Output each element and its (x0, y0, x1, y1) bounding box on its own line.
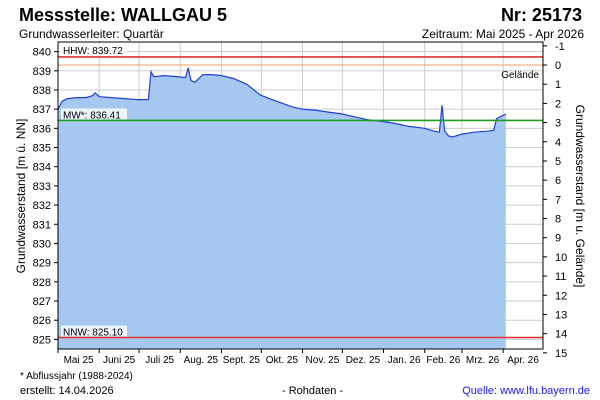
y-tick-label: 827 (33, 296, 51, 308)
x-tick-label: Feb. 26 (426, 355, 460, 366)
x-tick-label: Mrz. 26 (466, 355, 500, 366)
x-tick-label: Nov. 25 (306, 355, 340, 366)
station-number: Nr: 25173 (500, 5, 582, 25)
y-tick-label: 840 (33, 47, 51, 59)
x-tick-label: Dez. 25 (346, 355, 381, 366)
ref-label-gelaende: Gelände (501, 70, 539, 81)
period-label: Zeitraum: Mai 2025 - Apr 2026 (421, 27, 584, 41)
raw-data-note: - Rohdaten - (282, 385, 344, 397)
y-tick-label: 836 (33, 123, 51, 135)
y-tick-label: 837 (33, 104, 51, 116)
y-tick-label: 833 (33, 181, 51, 193)
created-date: erstellt: 14.04.2026 (20, 385, 114, 397)
y2-tick-label: 6 (555, 175, 561, 187)
ref-label-bg-mw (61, 108, 127, 120)
y2-tick-label: 1 (555, 79, 561, 91)
y2-tick-label: 13 (555, 309, 567, 321)
y2-tick-label: 7 (555, 194, 561, 206)
y2-tick-label: 9 (555, 233, 561, 245)
aquifer-label: Grundwasserleiter: Quartär (19, 27, 164, 41)
x-tick-label: Apr. 26 (507, 355, 539, 366)
ref-label-bg-nnw (61, 325, 127, 337)
y-tick-label: 839 (33, 66, 51, 78)
groundwater-line (57, 67, 507, 138)
plot-frame (57, 41, 544, 350)
y-tick-label: 834 (33, 162, 51, 174)
y2-tick-label: 12 (555, 290, 567, 302)
ref-label-hhw: HHW: 839.72 (63, 46, 123, 57)
y2-tick-label: 5 (555, 156, 561, 168)
y-tick-label: 835 (33, 143, 51, 155)
y-axis-label: Grundwasserstand [m ü. NN] (14, 119, 28, 274)
x-tick-label: Juli 25 (145, 355, 174, 366)
y-tick-label: 838 (33, 85, 51, 97)
source-link[interactable]: Quelle: www.lfu.bayern.de (462, 385, 590, 397)
y2-tick-label: 15 (555, 348, 567, 360)
y2-tick-label: 4 (555, 137, 561, 149)
left-axis: 825 826 827 828 829 830 831 832 833 834 835 836 837 8… (33, 47, 58, 346)
y2-tick-label: 3 (555, 118, 561, 130)
x-tick-label: Juni 25 (103, 355, 136, 366)
y-tick-label: 832 (33, 200, 51, 212)
y2-axis-label: Grundwasserstand [m u. Gelände] (573, 105, 587, 288)
x-axis: Mai 25 Juni 25 Juli 25 Aug. 25 Sept. 25 Okt. … (57, 349, 539, 366)
x-tick-label: Mai 25 (64, 355, 94, 366)
y-tick-label: 826 (33, 315, 51, 327)
y-tick-label: 831 (33, 219, 51, 231)
footnote: * Abflussjahr (1988-2024) (20, 371, 133, 382)
y-tick-label: 829 (33, 258, 51, 270)
y2-tick-label: 0 (555, 60, 561, 72)
y2-tick-label: 11 (555, 271, 566, 283)
ref-label-nnw: NNW: 825.10 (63, 327, 123, 338)
station-title: Messstelle: WALLGAU 5 (19, 5, 228, 25)
y-tick-label: 830 (33, 238, 51, 250)
y2-tick-label: 2 (555, 98, 561, 110)
y-tick-label: 828 (33, 277, 51, 289)
y2-tick-label: 10 (555, 252, 567, 264)
ref-label-bg-hhw (61, 43, 127, 55)
reference-lines: HHW: 839.72 Gelände MW*: 836.41 NNW: 825.10 (58, 43, 543, 338)
x-tick-label: Jan. 26 (388, 355, 421, 366)
x-tick-label: Aug. 25 (184, 355, 219, 366)
y2-tick-label: 8 (555, 214, 561, 226)
x-tick-label: Sept. 25 (223, 355, 261, 366)
y2-tick-label: -1 (555, 41, 565, 53)
ref-label-mw: MW*: 836.41 (63, 110, 121, 121)
groundwater-area (58, 67, 506, 350)
x-tick-label: Okt. 25 (266, 355, 299, 366)
y-tick-label: 825 (33, 334, 51, 346)
y2-tick-label: 14 (555, 329, 567, 341)
